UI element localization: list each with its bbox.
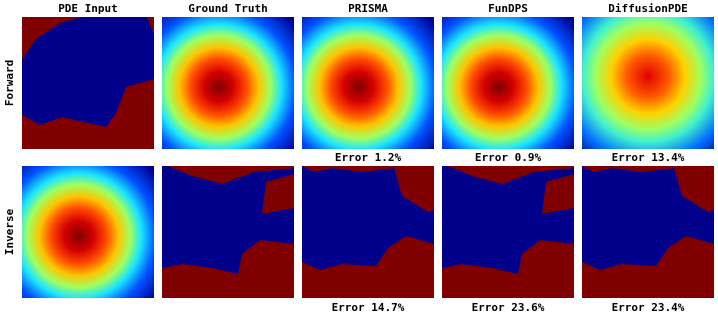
row-label: Forward [3,60,16,106]
panel [582,17,714,149]
panel [302,17,434,149]
heatmap [442,17,574,149]
column-title: DiffusionPDE [608,2,687,15]
column-title: Ground Truth [188,2,267,15]
panel [442,17,574,149]
column-title: PDE Input [58,2,118,15]
heatmap [302,17,434,149]
error-label: Error 1.2% [335,151,402,164]
binary-region [582,166,714,270]
heatmap [162,17,294,149]
column-title: PRISMA [348,2,388,15]
binary-region [22,17,154,127]
panel [302,166,434,298]
binary-region [162,166,294,274]
binary-region [302,166,434,270]
binary-region [442,166,574,274]
panel [162,166,294,298]
panel [22,166,154,298]
heatmap [22,166,154,298]
error-label: Error 13.4% [612,151,685,164]
error-label: Error 23.4% [612,301,685,314]
panel [22,17,154,149]
panel [162,17,294,149]
panel [442,166,574,298]
error-label: Error 14.7% [332,301,405,314]
row-label: Inverse [3,208,16,255]
column-title: FunDPS [488,2,528,15]
panel [582,166,714,298]
heatmap [582,17,714,149]
error-label: Error 23.6% [472,301,545,314]
error-label: Error 0.9% [475,151,542,164]
